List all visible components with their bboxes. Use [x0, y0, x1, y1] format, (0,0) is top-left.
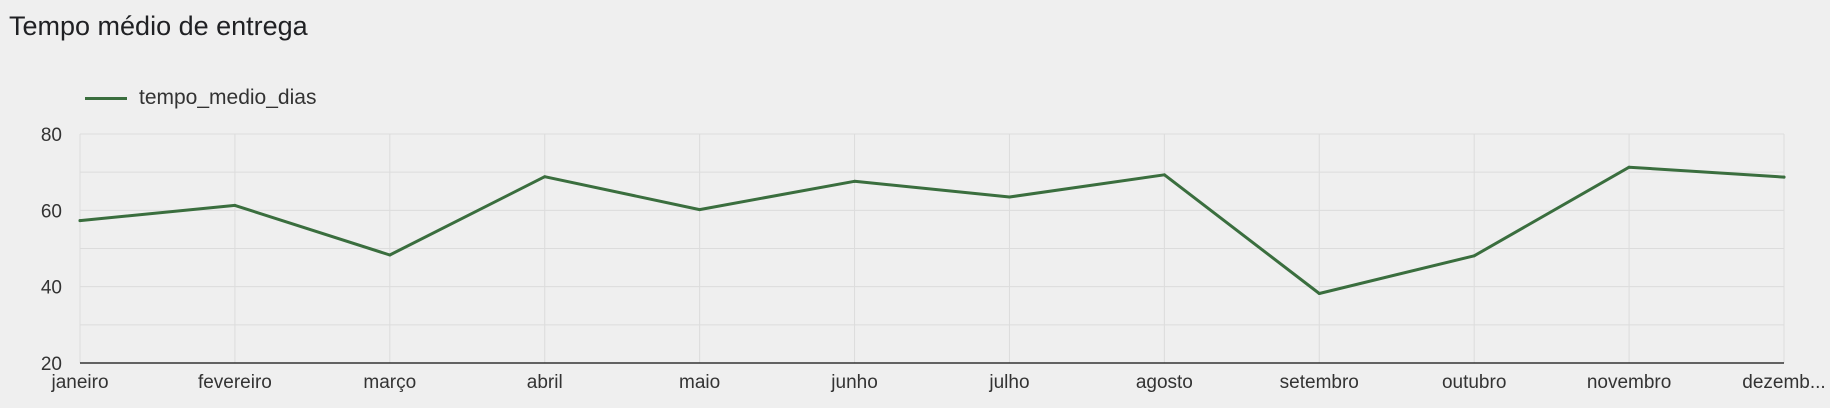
- x-tick-label: outubro: [1442, 372, 1506, 393]
- legend-label: tempo_medio_dias: [139, 86, 317, 109]
- data-point[interactable]: [1007, 195, 1011, 199]
- data-point[interactable]: [78, 219, 82, 223]
- data-point[interactable]: [1627, 165, 1631, 169]
- x-tick-label: novembro: [1587, 372, 1672, 393]
- y-tick-label: 60: [41, 201, 62, 222]
- x-tick-label: abril: [527, 372, 563, 393]
- data-point[interactable]: [853, 179, 857, 183]
- x-tick-label: março: [363, 372, 416, 393]
- data-point[interactable]: [1317, 292, 1321, 296]
- x-tick-label: maio: [679, 372, 720, 393]
- x-tick-label: setembro: [1280, 372, 1359, 393]
- data-point[interactable]: [388, 253, 392, 257]
- series-line[interactable]: [78, 165, 1786, 295]
- x-tick-label: fevereiro: [198, 372, 272, 393]
- tick-labels: 20 40 60 80 janeiro fevereiro março abril maio ju…: [41, 125, 1826, 393]
- series: [78, 165, 1786, 296]
- x-tick-label: dezemb...: [1742, 372, 1825, 393]
- x-tick-label: julho: [988, 372, 1029, 393]
- y-tick-label: 40: [41, 278, 62, 299]
- data-point[interactable]: [698, 208, 702, 212]
- legend[interactable]: tempo_medio_dias: [85, 84, 316, 112]
- grid: [79, 133, 1785, 363]
- y-tick-label: 80: [41, 125, 62, 146]
- data-point[interactable]: [1162, 173, 1166, 177]
- chart-title: Tempo médio de entrega: [9, 11, 308, 41]
- legend-line-icon: [85, 96, 127, 100]
- data-point[interactable]: [1472, 254, 1476, 258]
- data-point[interactable]: [1782, 175, 1786, 179]
- x-tick-label: junho: [830, 372, 878, 393]
- data-point[interactable]: [233, 203, 237, 207]
- x-tick-label: janeiro: [50, 372, 108, 393]
- data-point[interactable]: [543, 175, 547, 179]
- y-tick-label: 20: [41, 354, 62, 375]
- x-tick-label: agosto: [1136, 372, 1193, 393]
